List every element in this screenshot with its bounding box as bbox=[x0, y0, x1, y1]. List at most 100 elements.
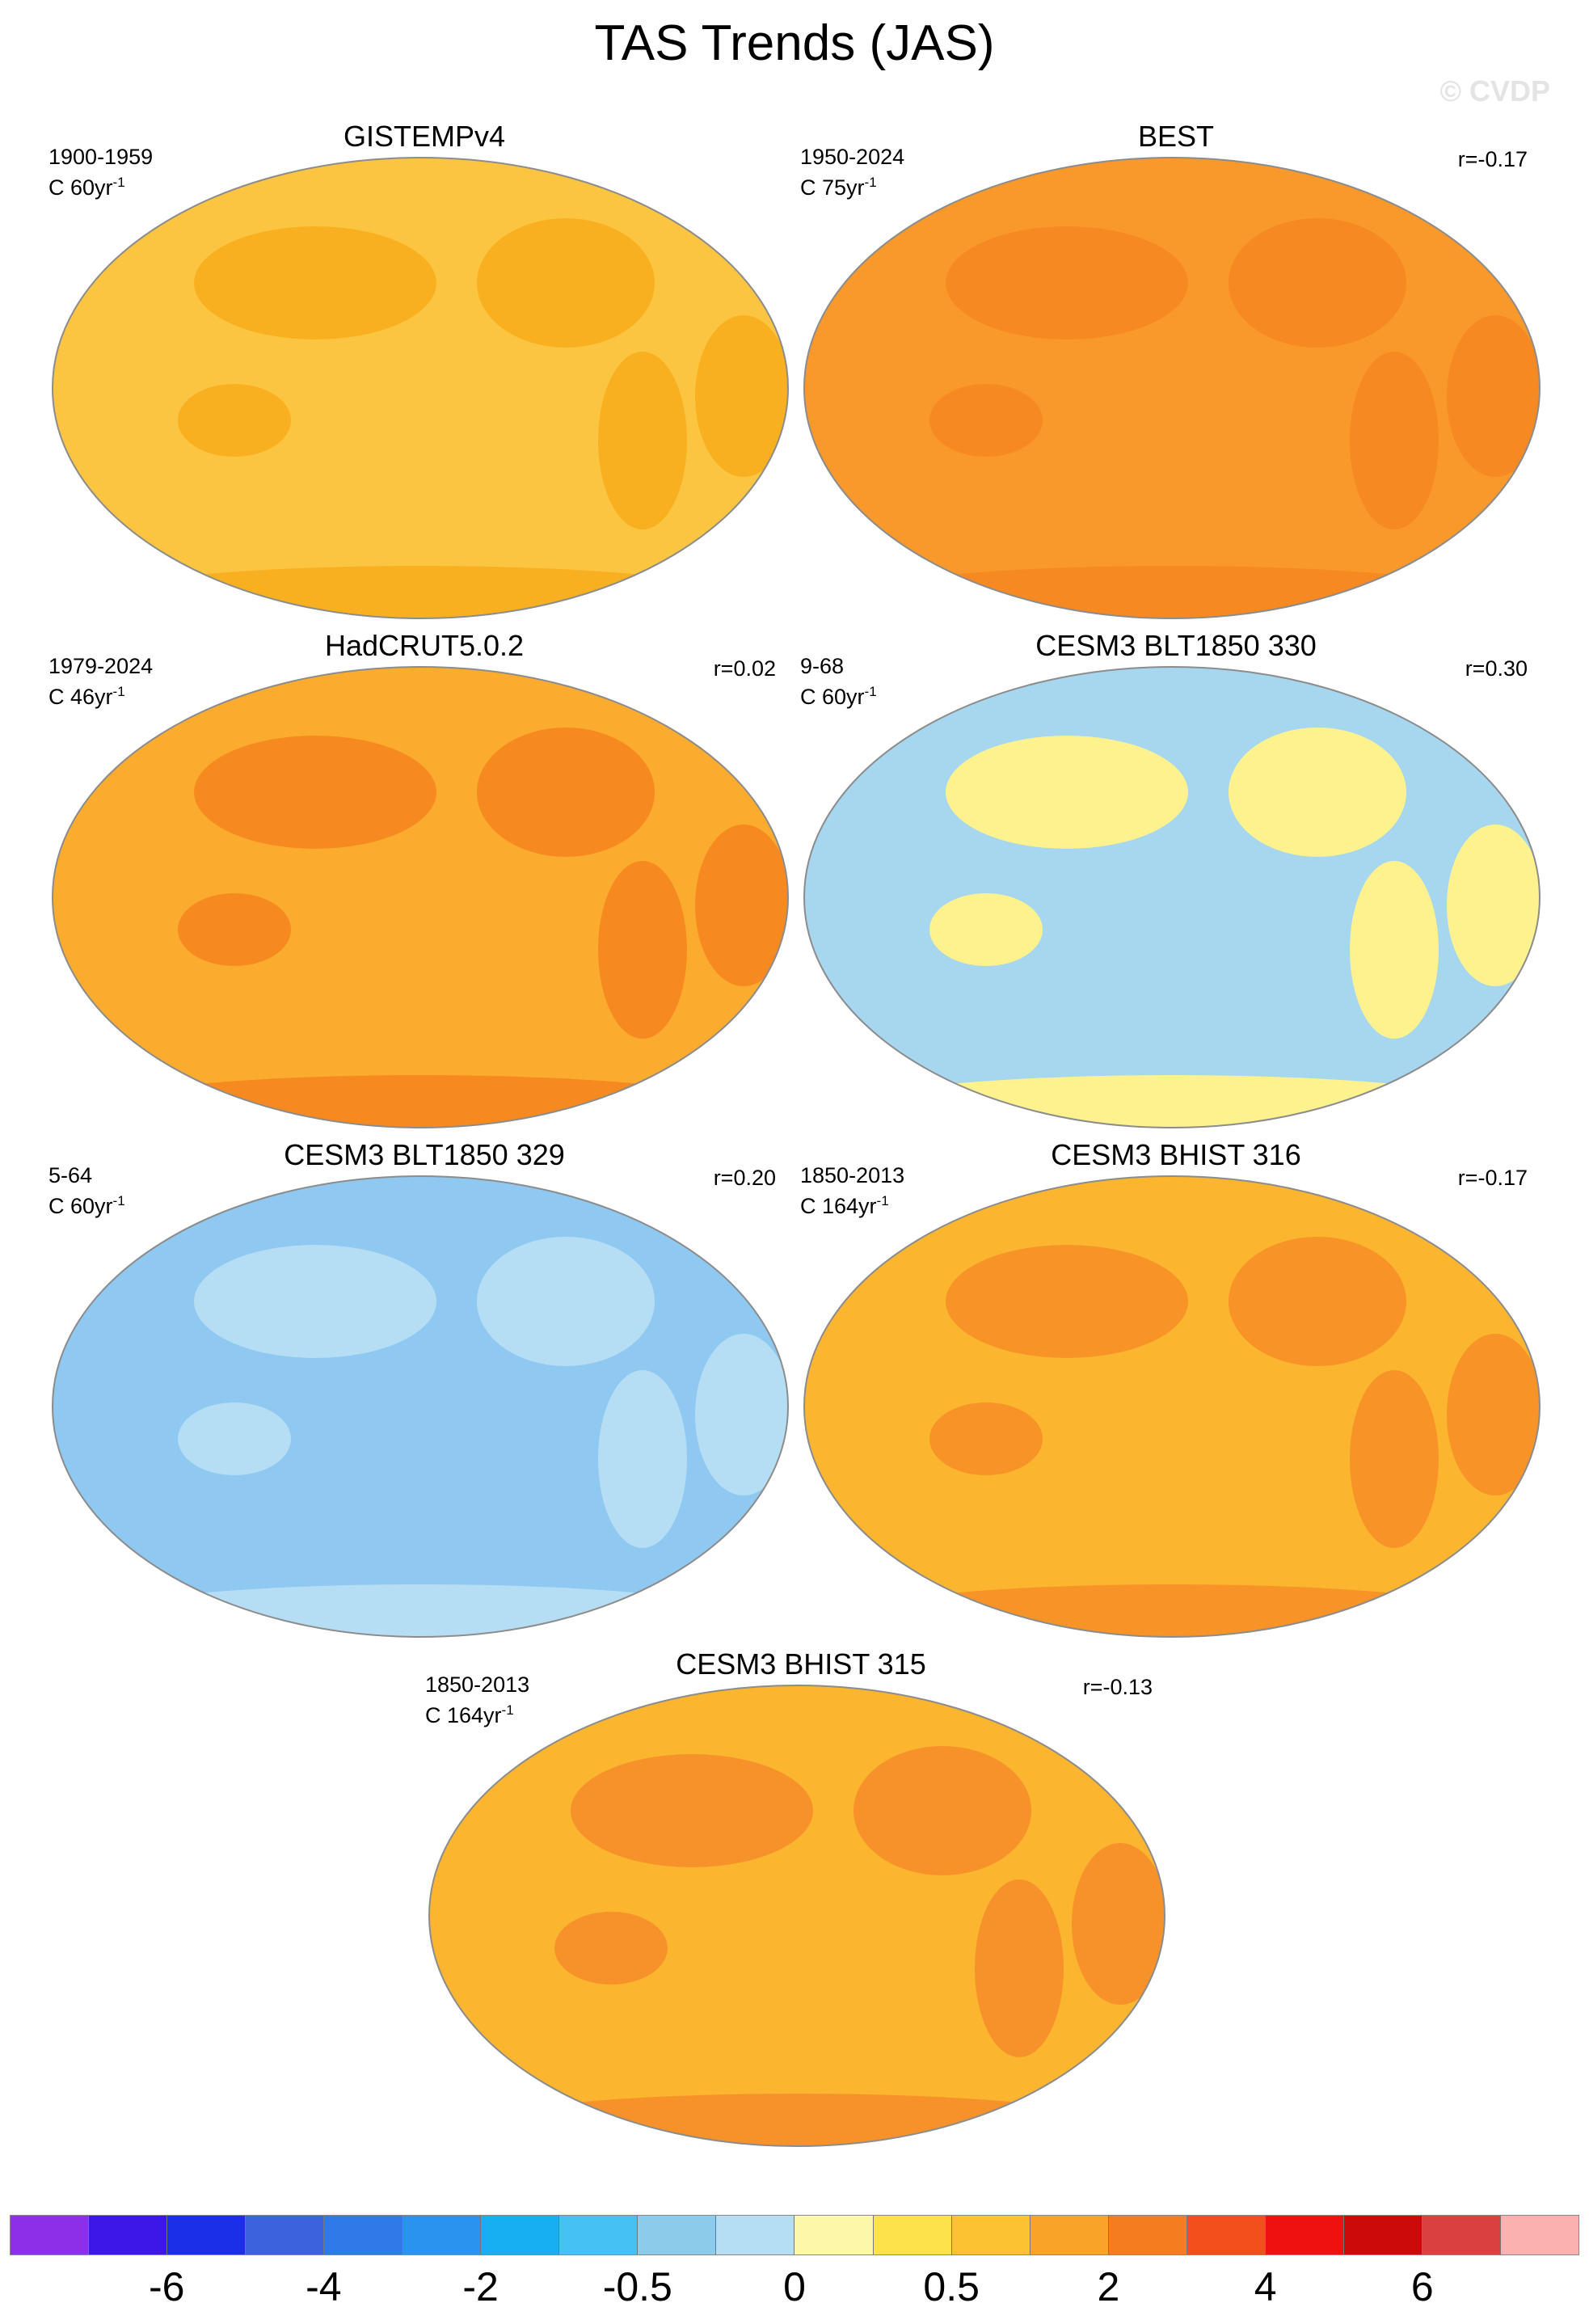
continent-antarctica bbox=[457, 2094, 1136, 2146]
continent-antarctica bbox=[832, 1584, 1511, 1637]
colorbar-segment bbox=[638, 2216, 717, 2254]
map-field bbox=[804, 1176, 1540, 1637]
map-field bbox=[804, 667, 1540, 1128]
continent-africa bbox=[695, 1334, 788, 1495]
panel-title: CESM3 BLT1850 329 bbox=[284, 1138, 565, 1171]
colorbar-segment bbox=[1186, 2216, 1266, 2254]
colorbar-segment bbox=[167, 2216, 247, 2254]
panel-correlation: r=0.02 bbox=[713, 656, 776, 681]
panel-units-text: C 60yr bbox=[48, 1194, 113, 1218]
field-background bbox=[804, 158, 1540, 618]
map-projection bbox=[52, 1175, 789, 1638]
continent-australia bbox=[178, 1402, 291, 1475]
panel-info: 5-64 C 60yr-1 bbox=[48, 1162, 125, 1219]
map-field bbox=[53, 667, 788, 1128]
continent-asia bbox=[946, 226, 1188, 340]
colorbar-segment bbox=[951, 2216, 1031, 2254]
panel-units-exponent: -1 bbox=[864, 684, 877, 699]
panel-info: 9-68 C 60yr-1 bbox=[800, 653, 877, 710]
colorbar-tick-label: 0.5 bbox=[923, 2264, 980, 2309]
continent-north-america bbox=[1229, 1237, 1406, 1366]
map-outline bbox=[803, 157, 1541, 619]
continent-south-america bbox=[1350, 861, 1439, 1039]
map-outline bbox=[52, 666, 789, 1128]
panel-units-text: C 75yr bbox=[800, 175, 865, 200]
continent-africa bbox=[695, 825, 788, 986]
panel-correlation: r=-0.13 bbox=[1082, 1675, 1153, 1699]
continent-australia bbox=[929, 893, 1043, 966]
continent-north-america bbox=[477, 728, 655, 857]
continent-australia bbox=[178, 384, 291, 457]
panel-info: 1900-1959 C 60yr-1 bbox=[48, 144, 153, 200]
panel-units: C 60yr-1 bbox=[48, 170, 153, 200]
continent-africa bbox=[695, 315, 788, 477]
panel-units-exponent: -1 bbox=[876, 1193, 889, 1208]
panel-info: 1979-2024 C 46yr-1 bbox=[48, 653, 153, 710]
panel-correlation: r=-0.17 bbox=[1457, 147, 1528, 171]
watermark: © CVDP bbox=[1439, 74, 1550, 108]
panel-units-exponent: -1 bbox=[112, 684, 125, 699]
continent-north-america bbox=[1229, 218, 1406, 348]
field-background bbox=[429, 1685, 1165, 2146]
panel-units: C 60yr-1 bbox=[48, 1188, 125, 1219]
panel-units-text: C 164yr bbox=[425, 1703, 502, 1727]
continent-antarctica bbox=[81, 1075, 760, 1128]
map-panel: CESM3 BLT1850 329 5-64 C 60yr-1 r=0.20 bbox=[48, 1138, 800, 1647]
map-panel: CESM3 BLT1850 330 9-68 C 60yr-1 r=0.30 bbox=[800, 629, 1552, 1138]
continent-asia bbox=[946, 1245, 1188, 1358]
map-panel: GISTEMPv4 1900-1959 C 60yr-1 bbox=[48, 120, 800, 629]
colorbar-segment bbox=[403, 2216, 482, 2254]
continent-antarctica bbox=[832, 1075, 1511, 1128]
continent-australia bbox=[929, 384, 1043, 457]
colorbar bbox=[10, 2215, 1579, 2255]
continent-south-america bbox=[598, 1370, 687, 1548]
map-projection bbox=[52, 157, 789, 619]
panel-units-text: C 60yr bbox=[800, 685, 865, 709]
continent-australia bbox=[929, 1402, 1043, 1475]
continent-asia bbox=[194, 736, 436, 849]
panel-units: C 164yr-1 bbox=[425, 1698, 529, 1728]
panel-units-exponent: -1 bbox=[501, 1702, 514, 1718]
map-projection bbox=[803, 157, 1541, 619]
continent-australia bbox=[554, 1912, 668, 1984]
panel-info: 1850-2013 C 164yr-1 bbox=[425, 1672, 529, 1728]
continent-north-america bbox=[1229, 728, 1406, 857]
panel-units: C 60yr-1 bbox=[800, 679, 877, 710]
continent-south-america bbox=[975, 1879, 1064, 2057]
panel-title: CESM3 BHIST 315 bbox=[676, 1647, 926, 1681]
colorbar-segment bbox=[246, 2216, 325, 2254]
continent-australia bbox=[178, 893, 291, 966]
panel-info: 1850-2013 C 164yr-1 bbox=[800, 1162, 904, 1219]
colorbar-tick-label: -6 bbox=[148, 2264, 185, 2309]
colorbar-tick-label: -2 bbox=[462, 2264, 499, 2309]
field-background bbox=[804, 1176, 1540, 1637]
panel-units: C 46yr-1 bbox=[48, 679, 153, 710]
panel-title: GISTEMPv4 bbox=[343, 120, 506, 153]
panel-period: 1850-2013 bbox=[425, 1672, 530, 1697]
panel-units-exponent: -1 bbox=[112, 175, 125, 190]
colorbar-segment bbox=[89, 2216, 168, 2254]
panel-period: 5-64 bbox=[48, 1163, 93, 1187]
map-panel: BEST 1950-2024 C 75yr-1 r=-0.17 bbox=[800, 120, 1552, 629]
continent-south-america bbox=[1350, 352, 1439, 529]
map-outline bbox=[52, 1175, 789, 1638]
continent-asia bbox=[946, 736, 1188, 849]
map-projection bbox=[803, 666, 1541, 1128]
colorbar-segment bbox=[716, 2216, 795, 2254]
continent-africa bbox=[1447, 1334, 1540, 1495]
colorbar-tick-label: 4 bbox=[1254, 2264, 1277, 2309]
panel-correlation: r=0.20 bbox=[713, 1166, 776, 1190]
colorbar-segment bbox=[1030, 2216, 1109, 2254]
colorbar-segment bbox=[481, 2216, 560, 2254]
colorbar-segment bbox=[324, 2216, 403, 2254]
panel-units-exponent: -1 bbox=[864, 175, 877, 190]
continent-asia bbox=[194, 1245, 436, 1358]
map-outline bbox=[803, 1175, 1541, 1638]
panel-period: 1950-2024 bbox=[800, 145, 905, 169]
panel-units: C 75yr-1 bbox=[800, 170, 904, 200]
colorbar-segment bbox=[1108, 2216, 1187, 2254]
continent-africa bbox=[1447, 315, 1540, 477]
map-outline bbox=[52, 157, 789, 619]
map-outline bbox=[803, 666, 1541, 1128]
panel-title: BEST bbox=[1137, 120, 1215, 153]
